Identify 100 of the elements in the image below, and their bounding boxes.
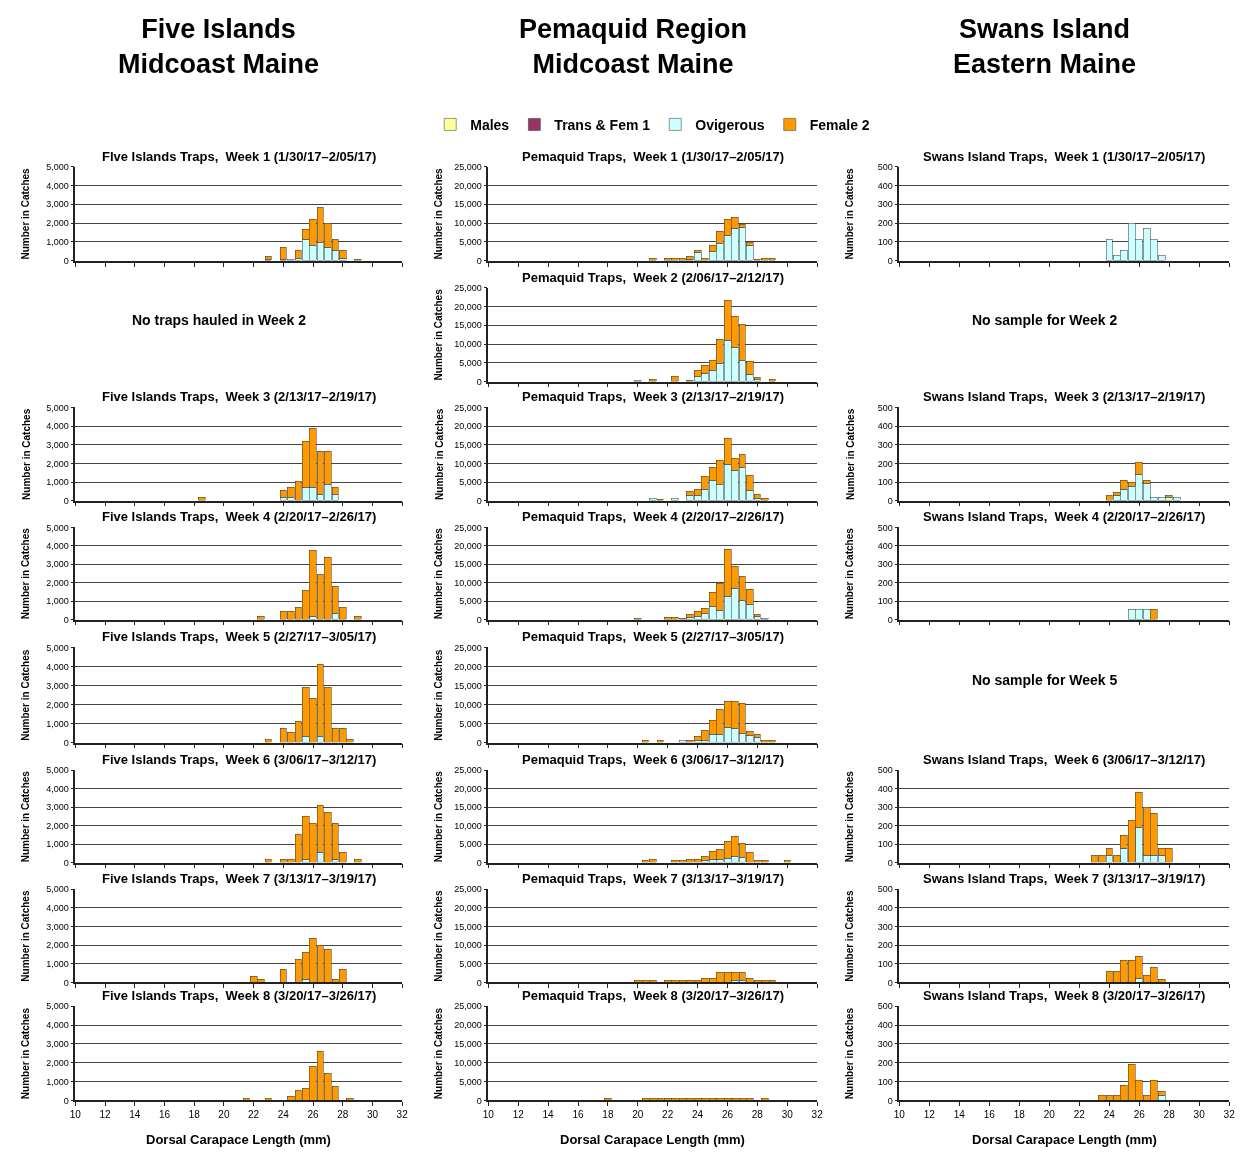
text: Five Islands Midcoast Maine — [118, 14, 320, 80]
y-tick-label: 0 — [887, 857, 893, 868]
x-tick-label: 18 — [188, 1109, 201, 1121]
text: No sample for Week 2 — [972, 312, 1118, 328]
y-tick-label: 25,000 — [454, 161, 482, 172]
y-tick-label: 4,000 — [46, 1020, 69, 1031]
y-tick-label: 400 — [877, 903, 893, 914]
x-tick-label: 32 — [811, 1109, 824, 1121]
y-tick-label: 5,000 — [459, 839, 482, 850]
x-tick-label: 30 — [1193, 1109, 1206, 1121]
x-tick-label: 20 — [632, 1109, 644, 1121]
chart-title: Swans Island Traps, Week 7 (3/13/17–3/19/17) — [923, 871, 1206, 886]
y-tick-label: 20,000 — [454, 541, 482, 552]
x-tick-label: 26 — [721, 1109, 734, 1121]
y-tick-label: 0 — [63, 857, 69, 868]
text: Swans Island Eastern Maine — [953, 14, 1137, 80]
x-tick-label: 22 — [248, 1109, 260, 1121]
y-tick-label: 0 — [476, 376, 482, 387]
y-tick-label: 4,000 — [46, 180, 69, 191]
x-tick-label: 32 — [1223, 1109, 1236, 1121]
chart-title: Pemaquid Traps, Week 8 (3/20/17–3/26/17) — [522, 988, 785, 1003]
y-tick-label: 5,000 — [46, 1001, 69, 1012]
text: Pemaquid Region Midcoast Maine — [519, 14, 748, 80]
y-tick-label: 25,000 — [454, 522, 482, 533]
y-axis-title: Number in Catches — [433, 288, 445, 381]
y-axis-title: Number in Catches — [20, 527, 32, 620]
chart-title: FIve Islands Traps, Week 1 (1/30/17–2/05/17) — [102, 149, 377, 164]
y-tick-label: 15,000 — [454, 320, 482, 331]
y-tick-label: 0 — [63, 255, 69, 266]
y-tick-label: 500 — [877, 1001, 893, 1012]
y-tick-label: 1,000 — [46, 237, 69, 248]
y-tick-label: 300 — [877, 559, 893, 570]
y-axis-title: Number in Catches — [20, 167, 32, 260]
y-tick-label: 20,000 — [454, 661, 482, 672]
y-tick-label: 100 — [877, 596, 893, 607]
x-tick-label: 28 — [1163, 1109, 1176, 1121]
y-tick-label: 25,000 — [454, 282, 482, 293]
text: No traps hauled in Week 2 — [132, 312, 307, 328]
chart-title: Pemaquid Traps, Week 6 (3/06/17–3/12/17) — [522, 752, 785, 767]
y-tick-label: 2,000 — [46, 940, 69, 951]
y-tick-label: 15,000 — [454, 559, 482, 570]
x-tick-label: 14 — [542, 1109, 555, 1121]
y-tick-label: 15,000 — [454, 802, 482, 813]
x-tick-label: 12 — [923, 1109, 936, 1121]
y-tick-label: 10,000 — [454, 1057, 482, 1068]
y-tick-label: 5,000 — [46, 642, 69, 653]
y-tick-label: 10,000 — [454, 940, 482, 951]
y-tick-label: 5,000 — [46, 884, 69, 895]
y-axis-title: Number in Catches — [20, 770, 32, 863]
y-axis-title: Number in Catches — [20, 1007, 32, 1100]
y-tick-label: 20,000 — [454, 421, 482, 432]
chart-title: Pemaquid Traps, Week 2 (2/06/17–2/12/17) — [522, 270, 785, 285]
y-tick-label: 2,000 — [46, 1057, 69, 1068]
y-tick-label: 15,000 — [454, 199, 482, 210]
y-axis-title: Number in Catches — [19, 890, 31, 982]
y-tick-label: 0 — [63, 977, 69, 988]
y-tick-label: 100 — [877, 1076, 893, 1087]
x-tick-label: 20 — [1043, 1109, 1056, 1121]
y-tick-label: 300 — [877, 802, 893, 813]
y-tick-label: 0 — [887, 495, 893, 506]
y-axis-title: Number in Catches — [433, 1007, 445, 1100]
y-tick-label: 0 — [476, 1095, 482, 1106]
y-tick-label: 0 — [63, 614, 69, 625]
x-tick-label: 18 — [602, 1109, 614, 1121]
y-tick-label: 3,000 — [46, 439, 69, 450]
chart-title: Swans Island Traps, Week 6 (3/06/17–3/12/17) — [923, 752, 1206, 767]
x-tick-label: 22 — [1073, 1109, 1086, 1121]
y-tick-label: 5,000 — [459, 237, 482, 248]
y-tick-label: 20,000 — [454, 903, 482, 914]
y-axis-title: Number in Catches — [844, 527, 856, 620]
chart-title: Swans Island Traps, Week 8 (3/20/17–3/26/17) — [923, 988, 1206, 1003]
x-tick-label: 24 — [277, 1109, 290, 1121]
y-tick-label: 0 — [476, 255, 482, 266]
y-tick-label: 0 — [887, 1095, 893, 1106]
legend-label: Female 2 — [809, 116, 870, 133]
y-tick-label: 0 — [63, 737, 69, 748]
y-tick-label: 1,000 — [46, 718, 69, 729]
y-tick-label: 20,000 — [454, 180, 482, 191]
y-axis-title: Number in Catches — [844, 167, 856, 260]
y-tick-label: 2,000 — [46, 820, 69, 831]
y-tick-label: 15,000 — [454, 921, 482, 932]
y-tick-label: 10,000 — [454, 577, 482, 588]
y-tick-label: 0 — [476, 737, 482, 748]
y-tick-label: 1,000 — [46, 1076, 69, 1087]
legend-label: Trans & Fem 1 — [554, 116, 651, 133]
x-tick-label: 32 — [396, 1109, 409, 1121]
chart-title: Swans Island Traps, Week 4 (2/20/17–2/26/17) — [923, 509, 1206, 524]
y-tick-label: 500 — [877, 884, 893, 895]
y-tick-label: 200 — [877, 577, 893, 588]
y-tick-label: 4,000 — [46, 903, 69, 914]
text: No sample for Week 5 — [972, 672, 1118, 688]
y-tick-label: 0 — [476, 977, 482, 988]
chart-title: Five Islands Traps, Week 8 (3/20/17–3/26/17) — [102, 988, 377, 1003]
x-tick-label: 16 — [572, 1109, 584, 1121]
y-tick-label: 5,000 — [459, 477, 482, 488]
y-tick-label: 2,000 — [46, 577, 69, 588]
y-axis-title: Number in Catches — [20, 408, 32, 500]
chart-title: Five Islands Traps, Week 4 (2/20/17–2/26/17) — [102, 509, 377, 524]
y-tick-label: 0 — [476, 614, 482, 625]
y-tick-label: 15,000 — [454, 1039, 482, 1050]
